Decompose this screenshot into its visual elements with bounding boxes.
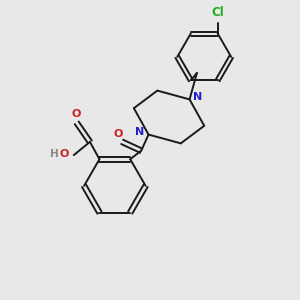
Text: O: O bbox=[71, 109, 81, 119]
Text: N: N bbox=[193, 92, 202, 102]
Text: O: O bbox=[113, 129, 122, 139]
Text: Cl: Cl bbox=[211, 6, 224, 19]
Text: O: O bbox=[59, 149, 68, 159]
Text: H: H bbox=[50, 148, 58, 159]
Text: N: N bbox=[135, 127, 144, 137]
